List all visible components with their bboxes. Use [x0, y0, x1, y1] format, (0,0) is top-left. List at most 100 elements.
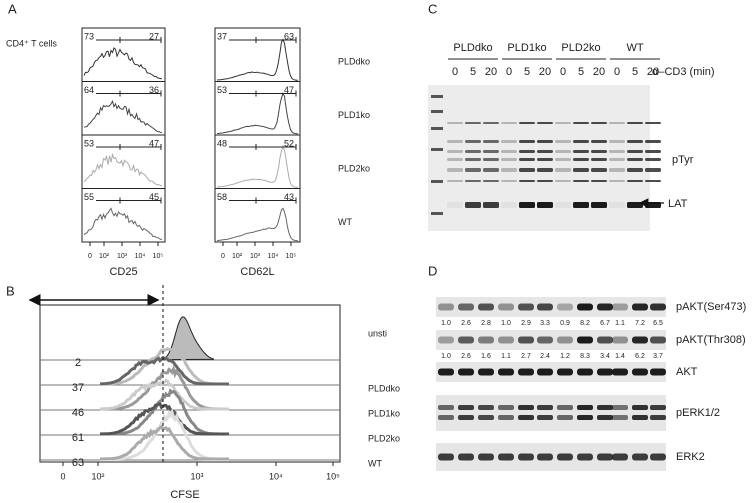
- gate-percent: 52: [284, 138, 294, 148]
- gate-percent: 63: [284, 31, 294, 41]
- blot-band: [577, 368, 593, 376]
- gel-band: [447, 122, 463, 124]
- axis-tick-label: 10³: [117, 253, 128, 260]
- blot-band: [612, 336, 628, 344]
- gel-band: [501, 122, 517, 124]
- gel-band: [501, 180, 517, 182]
- gel-band: [609, 150, 625, 153]
- quant-value: 7.2: [635, 320, 645, 327]
- quant-value: 0.9: [560, 320, 570, 327]
- quant-value: 2.7: [521, 353, 531, 360]
- blot-band: [537, 303, 553, 311]
- row-label: WT: [338, 217, 352, 227]
- blot-band: [557, 453, 573, 461]
- unstimulated-peak: [159, 316, 215, 361]
- blot-band: [612, 303, 628, 311]
- gel-band: [555, 202, 571, 208]
- gel-band: [501, 202, 517, 208]
- gate-percent: 53: [84, 138, 94, 148]
- blot-label: pERK1/2: [676, 407, 720, 419]
- histogram-curve: [83, 207, 163, 241]
- row-label: PLD2ko: [368, 433, 400, 443]
- percent-label: 46: [72, 407, 84, 419]
- gel-band: [483, 158, 499, 161]
- row-label: PLD2ko: [338, 163, 370, 173]
- blot-band: [518, 415, 534, 420]
- gel-band: [609, 202, 625, 208]
- gel-band: [645, 168, 661, 172]
- group-label: PLD2ko: [561, 42, 600, 54]
- gel-band: [519, 158, 535, 161]
- gel-band: [519, 150, 535, 153]
- gel-band: [537, 122, 553, 124]
- timepoint: 20: [647, 66, 659, 78]
- blot-band: [478, 453, 494, 461]
- blot-band: [498, 368, 514, 376]
- gel-band: [627, 158, 643, 161]
- gel-band: [573, 202, 589, 208]
- blot-band: [632, 303, 648, 311]
- gel-band: [573, 158, 589, 161]
- quant-value: 2.6: [461, 353, 471, 360]
- ladder-band: [431, 127, 443, 130]
- blot-band: [650, 405, 666, 410]
- gel-band: [519, 202, 535, 208]
- gel-band: [555, 168, 571, 172]
- gel-band: [447, 158, 463, 161]
- timepoint: 0: [560, 66, 566, 78]
- blot-band: [650, 368, 666, 376]
- panel-label: C: [428, 1, 437, 16]
- blot-band: [557, 415, 573, 420]
- blot-band: [650, 303, 666, 311]
- ladder-band: [431, 212, 443, 215]
- blot-band: [597, 415, 613, 420]
- axis-tick-label: 0: [221, 253, 225, 260]
- blot-band: [612, 453, 628, 461]
- ladder-band: [431, 148, 443, 151]
- quant-value: 1.0: [501, 320, 511, 327]
- histogram-box: [39, 304, 341, 463]
- gel-band: [537, 140, 553, 143]
- blot-band: [518, 368, 534, 376]
- gel-band: [537, 150, 553, 153]
- blot-band: [438, 453, 454, 461]
- timepoint: 20: [593, 66, 605, 78]
- gate-percent: 64: [84, 85, 94, 95]
- gel-band: [519, 180, 535, 182]
- blot-band: [458, 336, 474, 344]
- axis-tick-label: 0: [88, 253, 92, 260]
- quant-value: 6.5: [653, 320, 663, 327]
- gel-band: [645, 122, 661, 124]
- blot-band: [537, 368, 553, 376]
- gel-band: [483, 180, 499, 182]
- row-label: PLD1ko: [368, 408, 400, 418]
- histogram-curve: [216, 92, 299, 135]
- gate-percent: 47: [284, 85, 294, 95]
- quant-value: 3.7: [653, 353, 663, 360]
- blot-band: [612, 368, 628, 376]
- histogram-curve: [99, 402, 229, 436]
- blot-label: AKT: [676, 366, 698, 378]
- gate-percent: 47: [149, 138, 159, 148]
- blot-band: [597, 303, 613, 311]
- gel-band: [591, 122, 607, 124]
- blot-band: [577, 336, 593, 344]
- blot-band: [557, 368, 573, 376]
- blot-band: [478, 415, 494, 420]
- ladder-band: [431, 180, 443, 183]
- quant-value: 1.6: [481, 353, 491, 360]
- gel-band: [447, 140, 463, 143]
- blot-band: [632, 336, 648, 344]
- blot-band: [597, 336, 613, 344]
- group-label: PLDdko: [453, 42, 492, 54]
- gel-band: [447, 202, 463, 208]
- histogram-curve: [100, 364, 229, 411]
- blot-band: [478, 336, 494, 344]
- quant-value: 1.4: [615, 353, 625, 360]
- row-label: PLDdko: [368, 383, 400, 393]
- gel-band: [465, 168, 481, 172]
- blot-band: [498, 453, 514, 461]
- quant-value: 8.2: [580, 320, 590, 327]
- gel-band: [591, 180, 607, 182]
